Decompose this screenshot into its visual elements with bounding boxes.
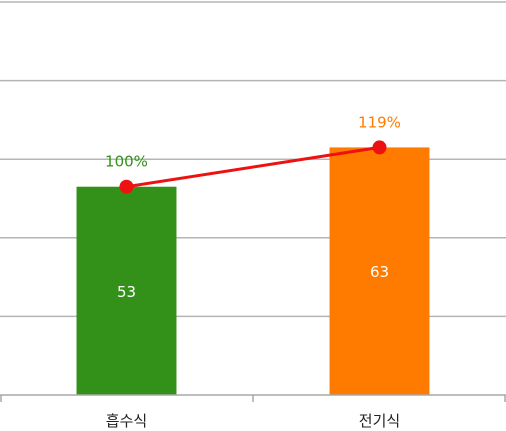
percent-marker bbox=[119, 179, 134, 194]
data-labels: 53 63 100% 119% bbox=[105, 113, 401, 300]
gridlines bbox=[0, 1, 506, 318]
bar-value-label: 63 bbox=[370, 263, 389, 281]
percent-label: 100% bbox=[105, 153, 148, 171]
x-axis: 흡수식 전기식 bbox=[0, 394, 506, 430]
percent-line bbox=[126, 145, 380, 189]
x-tick-label: 전기식 bbox=[359, 412, 400, 430]
bar bbox=[329, 147, 430, 395]
percent-line-series bbox=[119, 140, 387, 194]
percent-label: 119% bbox=[358, 113, 401, 131]
bar-group bbox=[76, 147, 430, 395]
percent-marker bbox=[372, 140, 387, 155]
bar bbox=[76, 186, 177, 395]
x-tick-label: 흡수식 bbox=[106, 412, 147, 430]
bar-value-label: 53 bbox=[117, 283, 136, 301]
